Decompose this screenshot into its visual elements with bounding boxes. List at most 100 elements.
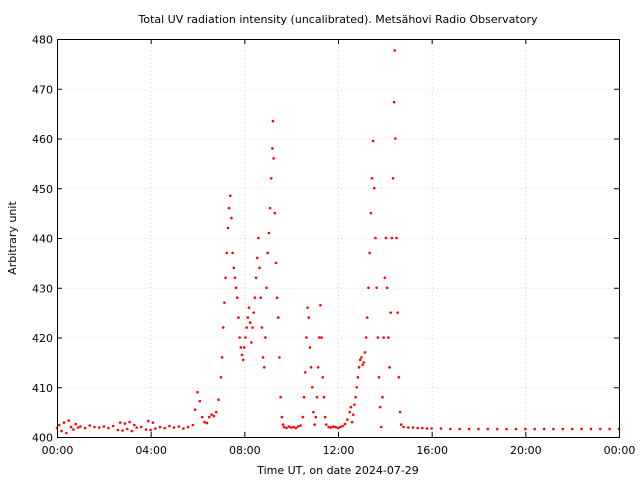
data-point [130, 429, 134, 433]
data-point [309, 366, 313, 369]
data-point [315, 395, 319, 399]
data-point [589, 427, 593, 431]
data-point [322, 395, 326, 399]
data-point [231, 251, 234, 255]
data-point [269, 177, 273, 180]
data-point [397, 376, 401, 379]
data-point [69, 425, 73, 429]
data-point [125, 427, 129, 431]
x-tick-label: 08:00 [229, 444, 261, 457]
data-point [172, 426, 176, 429]
data-point [425, 427, 429, 430]
x-tick-label: 16:00 [416, 444, 448, 457]
data-point [198, 399, 202, 403]
data-point [247, 306, 251, 309]
data-point [232, 266, 236, 270]
data-point [252, 311, 255, 314]
data-point [348, 410, 352, 414]
data-point [349, 405, 353, 409]
data-point [158, 425, 162, 429]
data-point [321, 376, 325, 379]
data-point [182, 427, 185, 430]
data-point [391, 177, 395, 180]
data-point [225, 251, 229, 255]
data-point [260, 326, 264, 329]
data-point [219, 376, 223, 379]
x-tick-label: 12:00 [323, 444, 355, 457]
data-point [135, 426, 138, 429]
data-point [524, 427, 527, 431]
data-point [350, 420, 354, 424]
data-point [83, 426, 87, 430]
data-point [255, 256, 259, 260]
data-point [205, 421, 209, 425]
data-point [365, 316, 369, 319]
data-point [319, 303, 322, 307]
data-point [257, 236, 260, 240]
data-point [274, 261, 278, 265]
data-point [308, 346, 312, 349]
data-point [416, 426, 419, 430]
data-point [237, 316, 240, 319]
data-point [402, 425, 405, 429]
data-point [316, 366, 320, 369]
x-tick-label: 04:00 [135, 444, 167, 457]
data-point [355, 385, 359, 389]
x-tick-label: 00:00 [42, 444, 74, 457]
data-point [149, 428, 152, 432]
data-point [306, 306, 309, 309]
data-point [233, 276, 237, 280]
data-point [259, 296, 263, 300]
data-point [314, 415, 318, 419]
data-point [123, 422, 127, 425]
data-point [140, 425, 143, 429]
data-point [154, 427, 157, 430]
data-point [193, 408, 197, 411]
y-tick-label: 420 [32, 332, 53, 345]
data-point [264, 336, 267, 339]
data-point [250, 341, 253, 344]
data-point [151, 421, 155, 424]
data-point [375, 286, 378, 290]
data-point [58, 423, 61, 427]
data-point [271, 119, 275, 123]
data-point [230, 216, 233, 220]
data-point [203, 420, 206, 424]
y-tick-label: 410 [32, 382, 53, 395]
data-point [224, 276, 227, 280]
data-point [341, 424, 344, 428]
data-point [385, 286, 389, 290]
data-point [299, 424, 302, 427]
data-point [353, 403, 356, 406]
data-point [339, 425, 342, 429]
data-point [93, 425, 96, 429]
data-point [65, 431, 68, 435]
data-point [289, 426, 293, 429]
data-point [273, 211, 277, 215]
data-point [406, 426, 410, 429]
data-point [305, 336, 308, 339]
data-point [542, 427, 546, 431]
data-point [210, 413, 213, 416]
data-point [282, 425, 286, 429]
data-point [107, 426, 110, 430]
data-point [477, 427, 480, 431]
data-point [76, 426, 80, 429]
data-point [214, 410, 218, 414]
data-point [505, 427, 508, 431]
data-point [332, 425, 335, 428]
data-point [312, 410, 315, 414]
data-point [275, 296, 279, 300]
data-point [245, 326, 248, 329]
data-point [244, 336, 247, 339]
data-point [246, 316, 250, 319]
data-point [128, 420, 131, 424]
data-point [163, 426, 167, 430]
data-point [387, 336, 390, 339]
data-point [226, 226, 230, 230]
data-point [486, 427, 490, 431]
data-point [393, 49, 396, 52]
data-point [514, 427, 518, 431]
data-point [313, 423, 316, 426]
